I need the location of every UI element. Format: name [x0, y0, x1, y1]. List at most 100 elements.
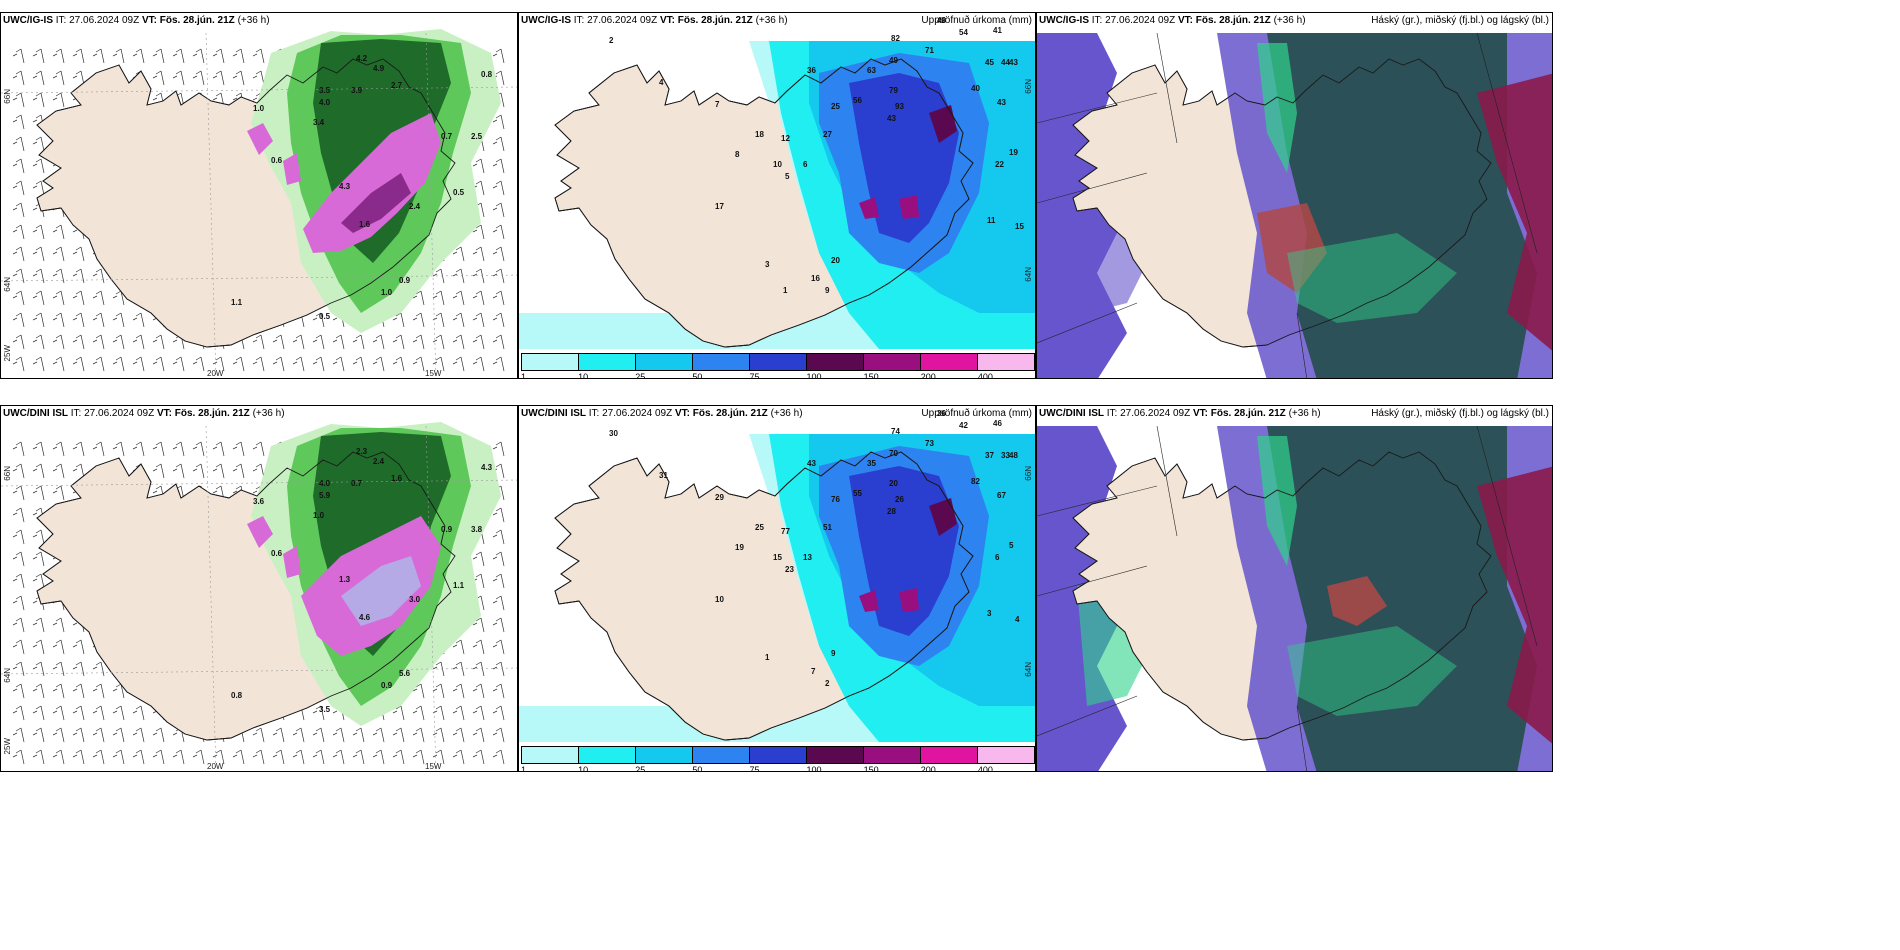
map-value-label: 3.5: [319, 86, 331, 95]
map-value-label: 28: [887, 507, 896, 516]
map-value-label: 6: [803, 160, 808, 169]
wind-barb: [192, 441, 205, 457]
map-value-label: 9: [831, 649, 836, 658]
wind-barb: [332, 749, 345, 765]
legend-swatch: [978, 354, 1034, 370]
wind-barb: [392, 705, 405, 721]
map-value-label: 25: [755, 523, 764, 532]
legend-tick-label: 25: [635, 372, 646, 379]
wind-barb: [32, 727, 45, 743]
wind-barb: [52, 727, 65, 743]
wind-barb: [72, 661, 85, 677]
iceland-coastline: [36, 451, 456, 741]
wind-barb: [52, 683, 65, 699]
precip-band-150: [859, 197, 879, 219]
map-value-label: 9: [825, 286, 830, 295]
wind-barb: [72, 48, 85, 64]
wind-barb: [492, 639, 505, 655]
wind-barb: [32, 70, 45, 86]
wind-barb: [472, 224, 485, 240]
wind-barb: [412, 727, 425, 743]
map-value-label: 33: [1001, 451, 1010, 460]
wind-barb: [472, 639, 485, 655]
wind-barb: [92, 749, 105, 765]
wind-barb: [72, 683, 85, 699]
wind-barb: [32, 136, 45, 152]
wind-barb: [452, 246, 465, 262]
wind-barb: [452, 312, 465, 328]
map-value-label: 4.0: [319, 98, 331, 107]
wind-barb: [52, 312, 65, 328]
wind-barb: [392, 312, 405, 328]
wind-barb: [272, 749, 285, 765]
wind-barb: [152, 70, 165, 86]
wind-barb: [72, 727, 85, 743]
cloud-low-east: [1477, 466, 1552, 744]
wind-barb: [52, 749, 65, 765]
wind-barb: [132, 334, 145, 350]
map-value-label: 1.1: [453, 581, 465, 590]
map-value-label: 43: [1009, 58, 1018, 67]
wind-barb: [352, 749, 365, 765]
precip-magenta: [303, 113, 441, 253]
wind-barb: [132, 749, 145, 765]
wind-barb: [72, 246, 85, 262]
wind-barb: [32, 617, 45, 633]
wind-barb: [492, 180, 505, 196]
wind-barb: [432, 312, 445, 328]
map-value-label: 30: [609, 429, 618, 438]
precip-band-100: [929, 498, 957, 536]
wind-barb: [52, 334, 65, 350]
precip-core: [341, 556, 421, 626]
map-value-label: 15: [773, 553, 782, 562]
wind-barb: [32, 573, 45, 589]
wind-barb: [112, 727, 125, 743]
wind-barb: [32, 158, 45, 174]
precip-legend: 1 10 25 50 75 100 150 200 400: [521, 746, 1035, 772]
map-value-label: 0.7: [351, 479, 363, 488]
wind-barb: [12, 463, 25, 479]
wind-barb: [92, 334, 105, 350]
map-value-label: 4.6: [359, 613, 371, 622]
legend-tick-label: 75: [749, 765, 760, 772]
map-value-label: 0.9: [399, 276, 411, 285]
boundary-line: [1156, 425, 1178, 537]
map-value-label: 20: [889, 479, 898, 488]
wind-barb: [72, 749, 85, 765]
legend-swatch: [579, 747, 636, 763]
map-value-label: 93: [895, 102, 904, 111]
wind-barb: [252, 749, 265, 765]
wind-barb: [192, 356, 205, 372]
wind-barb: [432, 705, 445, 721]
wind-barb: [32, 551, 45, 567]
wind-barb: [72, 356, 85, 372]
wind-barb: [52, 463, 65, 479]
lon-label-15w: 15W: [425, 369, 442, 378]
wind-barb: [52, 268, 65, 284]
map-value-label: 49: [889, 56, 898, 65]
map-value-label: 36: [807, 66, 816, 75]
wind-barb: [492, 441, 505, 457]
map-value-label: 63: [867, 66, 876, 75]
wind-barb: [12, 529, 25, 545]
wind-barb: [472, 749, 485, 765]
wind-barb: [412, 683, 425, 699]
wind-barb: [212, 463, 225, 479]
map-value-label: 0.7: [441, 132, 453, 141]
wind-barb: [492, 507, 505, 523]
legend-swatch: [693, 747, 750, 763]
wind-barb: [12, 661, 25, 677]
boundary-line: [1476, 32, 1538, 254]
precip-spot: [283, 153, 301, 185]
legend-swatch: [750, 354, 807, 370]
map-value-label: 20: [831, 256, 840, 265]
legend-tick-label: 10: [578, 765, 589, 772]
wind-barb: [92, 268, 105, 284]
wind-barb: [432, 749, 445, 765]
wind-barb: [492, 595, 505, 611]
boundary-line: [1037, 695, 1138, 737]
cloud-map-panel-dini: UWC/DINI ISL IT: 27.06.2024 09Z VT: Fös.…: [1036, 405, 1553, 772]
boundary-line: [1037, 485, 1158, 517]
map-value-label: 2.3: [356, 447, 368, 456]
legend-swatch: [807, 747, 864, 763]
